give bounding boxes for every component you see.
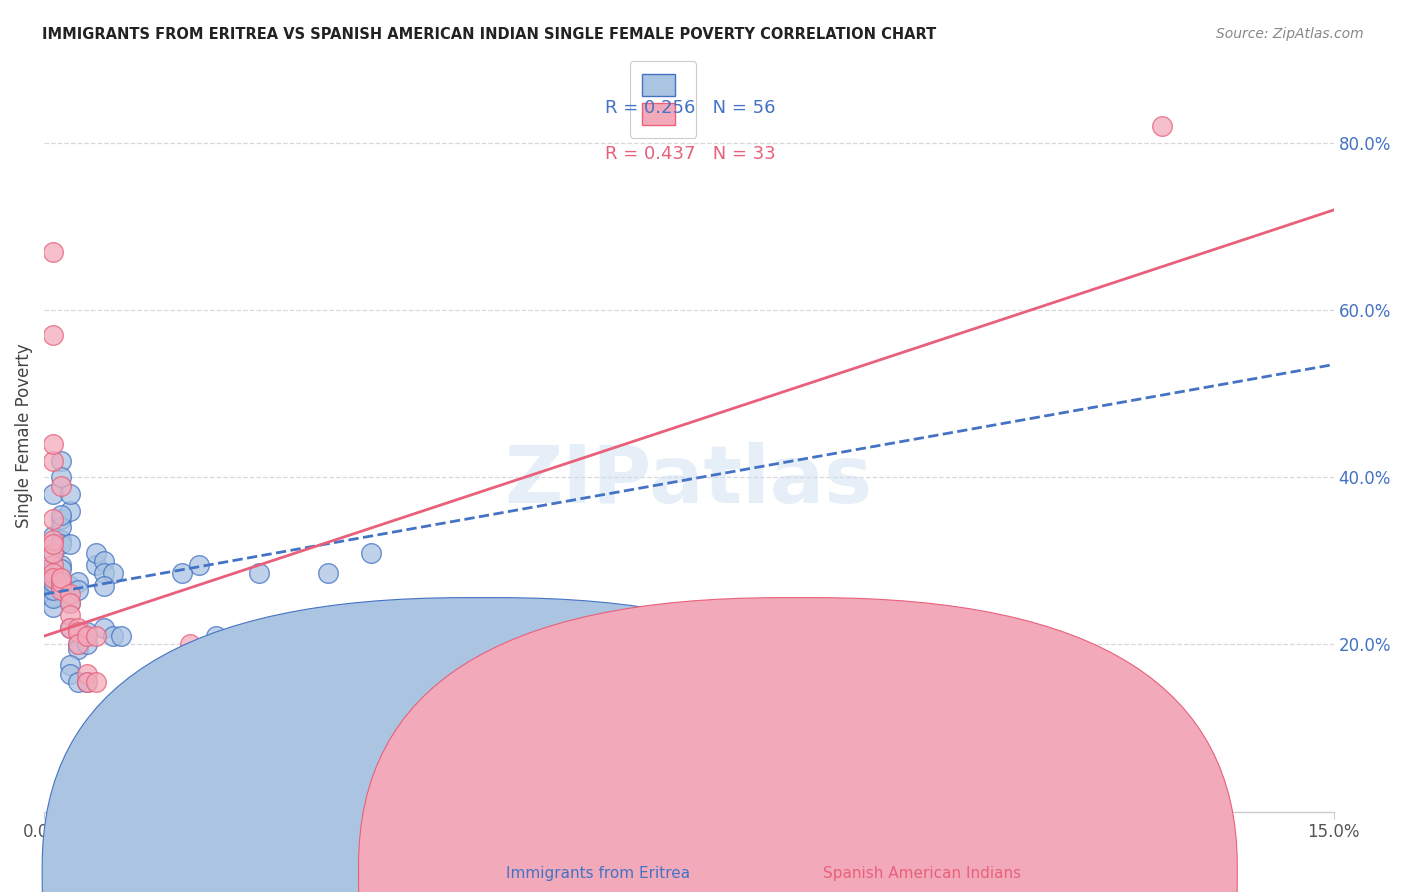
- Point: [51, 558, 73, 572]
- Text: Immigrants from Eritrea: Immigrants from Eritrea: [506, 866, 690, 880]
- Point: [247, 566, 270, 581]
- Point: [41, 437, 63, 451]
- Point: [51, 537, 73, 551]
- Point: [41, 545, 63, 559]
- Point: [51, 579, 73, 593]
- Point: [59, 596, 82, 610]
- Point: [197, 675, 219, 690]
- Point: [41, 566, 63, 581]
- Point: [67, 583, 90, 598]
- Point: [205, 629, 228, 643]
- Point: [93, 621, 115, 635]
- Point: [179, 637, 201, 651]
- Point: [84, 629, 107, 643]
- Point: [84, 675, 107, 690]
- Point: [59, 621, 82, 635]
- Point: [110, 629, 132, 643]
- Point: [1150, 120, 1173, 134]
- Point: [84, 558, 107, 572]
- Point: [67, 637, 90, 651]
- Point: [76, 629, 98, 643]
- Point: [41, 529, 63, 543]
- Text: IMMIGRANTS FROM ERITREA VS SPANISH AMERICAN INDIAN SINGLE FEMALE POVERTY CORRELA: IMMIGRANTS FROM ERITREA VS SPANISH AMERI…: [42, 27, 936, 42]
- Point: [76, 624, 98, 639]
- Point: [41, 571, 63, 585]
- Text: Source: ZipAtlas.com: Source: ZipAtlas.com: [1216, 27, 1364, 41]
- Y-axis label: Single Female Poverty: Single Female Poverty: [15, 343, 32, 528]
- Point: [51, 478, 73, 492]
- Point: [67, 624, 90, 639]
- Point: [51, 562, 73, 576]
- Point: [101, 566, 124, 581]
- Point: [41, 589, 63, 603]
- Point: [67, 621, 90, 635]
- Point: [51, 470, 73, 484]
- Point: [41, 537, 63, 551]
- Point: [41, 487, 63, 501]
- Legend: , : ,: [630, 62, 696, 137]
- Point: [93, 554, 115, 568]
- Point: [59, 504, 82, 518]
- Point: [41, 244, 63, 259]
- Point: [59, 658, 82, 673]
- Point: [59, 666, 82, 681]
- Point: [41, 562, 63, 576]
- Point: [67, 675, 90, 690]
- Point: [59, 596, 82, 610]
- Point: [41, 571, 63, 585]
- Point: [51, 574, 73, 589]
- Text: R = 0.256   N = 56: R = 0.256 N = 56: [605, 100, 776, 118]
- Point: [76, 637, 98, 651]
- Point: [84, 545, 107, 559]
- Point: [76, 675, 98, 690]
- Point: [41, 533, 63, 547]
- Point: [67, 641, 90, 656]
- Point: [316, 566, 339, 581]
- Point: [67, 574, 90, 589]
- Point: [41, 599, 63, 614]
- Point: [41, 581, 63, 595]
- Point: [360, 545, 382, 559]
- Point: [51, 571, 73, 585]
- Point: [51, 512, 73, 526]
- Point: [101, 629, 124, 643]
- Point: [59, 608, 82, 623]
- Point: [76, 675, 98, 690]
- Point: [59, 621, 82, 635]
- Point: [256, 675, 278, 690]
- Point: [51, 576, 73, 591]
- Point: [51, 583, 73, 598]
- Point: [59, 487, 82, 501]
- Point: [170, 649, 193, 664]
- Point: [41, 558, 63, 572]
- Point: [51, 579, 73, 593]
- Point: [59, 587, 82, 601]
- Point: [93, 579, 115, 593]
- Text: R = 0.437   N = 33: R = 0.437 N = 33: [605, 145, 776, 162]
- Point: [41, 328, 63, 343]
- Point: [41, 591, 63, 606]
- Point: [41, 453, 63, 467]
- Point: [59, 537, 82, 551]
- Point: [51, 520, 73, 534]
- Point: [93, 566, 115, 581]
- Point: [41, 574, 63, 589]
- Point: [67, 637, 90, 651]
- Point: [41, 583, 63, 598]
- Point: [170, 566, 193, 581]
- Point: [76, 666, 98, 681]
- Point: [51, 508, 73, 522]
- Point: [41, 585, 63, 599]
- Point: [51, 533, 73, 547]
- Point: [51, 571, 73, 585]
- Point: [59, 579, 82, 593]
- Point: [41, 512, 63, 526]
- Text: Spanish American Indians: Spanish American Indians: [823, 866, 1021, 880]
- Text: ZIPatlas: ZIPatlas: [505, 442, 873, 520]
- Point: [93, 708, 115, 723]
- Point: [187, 558, 209, 572]
- Point: [51, 453, 73, 467]
- Point: [41, 545, 63, 559]
